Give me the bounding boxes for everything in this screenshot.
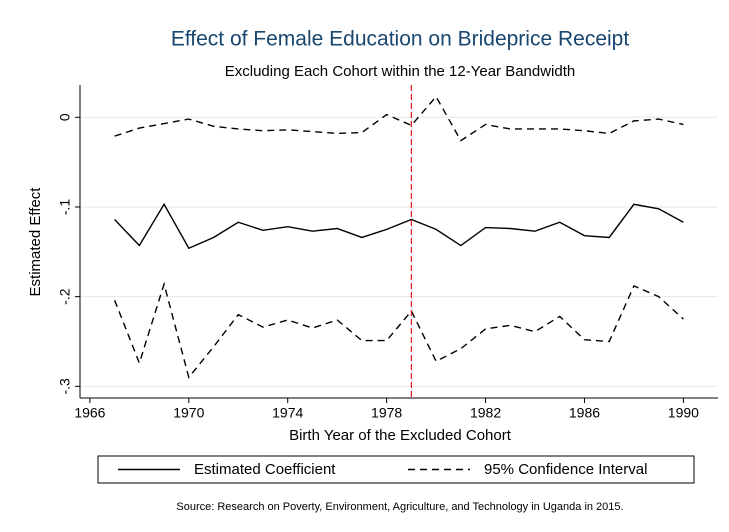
x-tick-label: 1966: [74, 405, 105, 421]
source-note: Source: Research on Poverty, Environment…: [176, 501, 623, 513]
x-tick-label: 1978: [371, 405, 402, 421]
x-tick-label: 1986: [569, 405, 600, 421]
chart-title: Effect of Female Education on Brideprice…: [171, 28, 630, 51]
y-tick-label: 0: [57, 113, 73, 121]
series-line: [114, 202, 684, 250]
y-tick-label: -.3: [57, 378, 73, 395]
chart-subtitle: Excluding Each Cohort within the 12-Year…: [225, 63, 576, 80]
x-axis-title: Birth Year of the Excluded Cohort: [289, 427, 512, 444]
x-tick-label: 1974: [272, 405, 303, 421]
y-tick-label: -.1: [57, 199, 73, 216]
legend-label: 95% Confidence Interval: [484, 461, 647, 478]
legend-label: Estimated Coefficient: [194, 461, 336, 478]
series-line: [114, 95, 684, 142]
x-tick-label: 1982: [470, 405, 501, 421]
x-tick-label: 1970: [173, 405, 204, 421]
legend-box: [97, 455, 695, 484]
x-tick-label: 1990: [668, 405, 699, 421]
y-axis-title: Estimated Effect: [27, 187, 44, 297]
y-tick-label: -.2: [57, 288, 73, 305]
series-line: [113, 281, 684, 379]
